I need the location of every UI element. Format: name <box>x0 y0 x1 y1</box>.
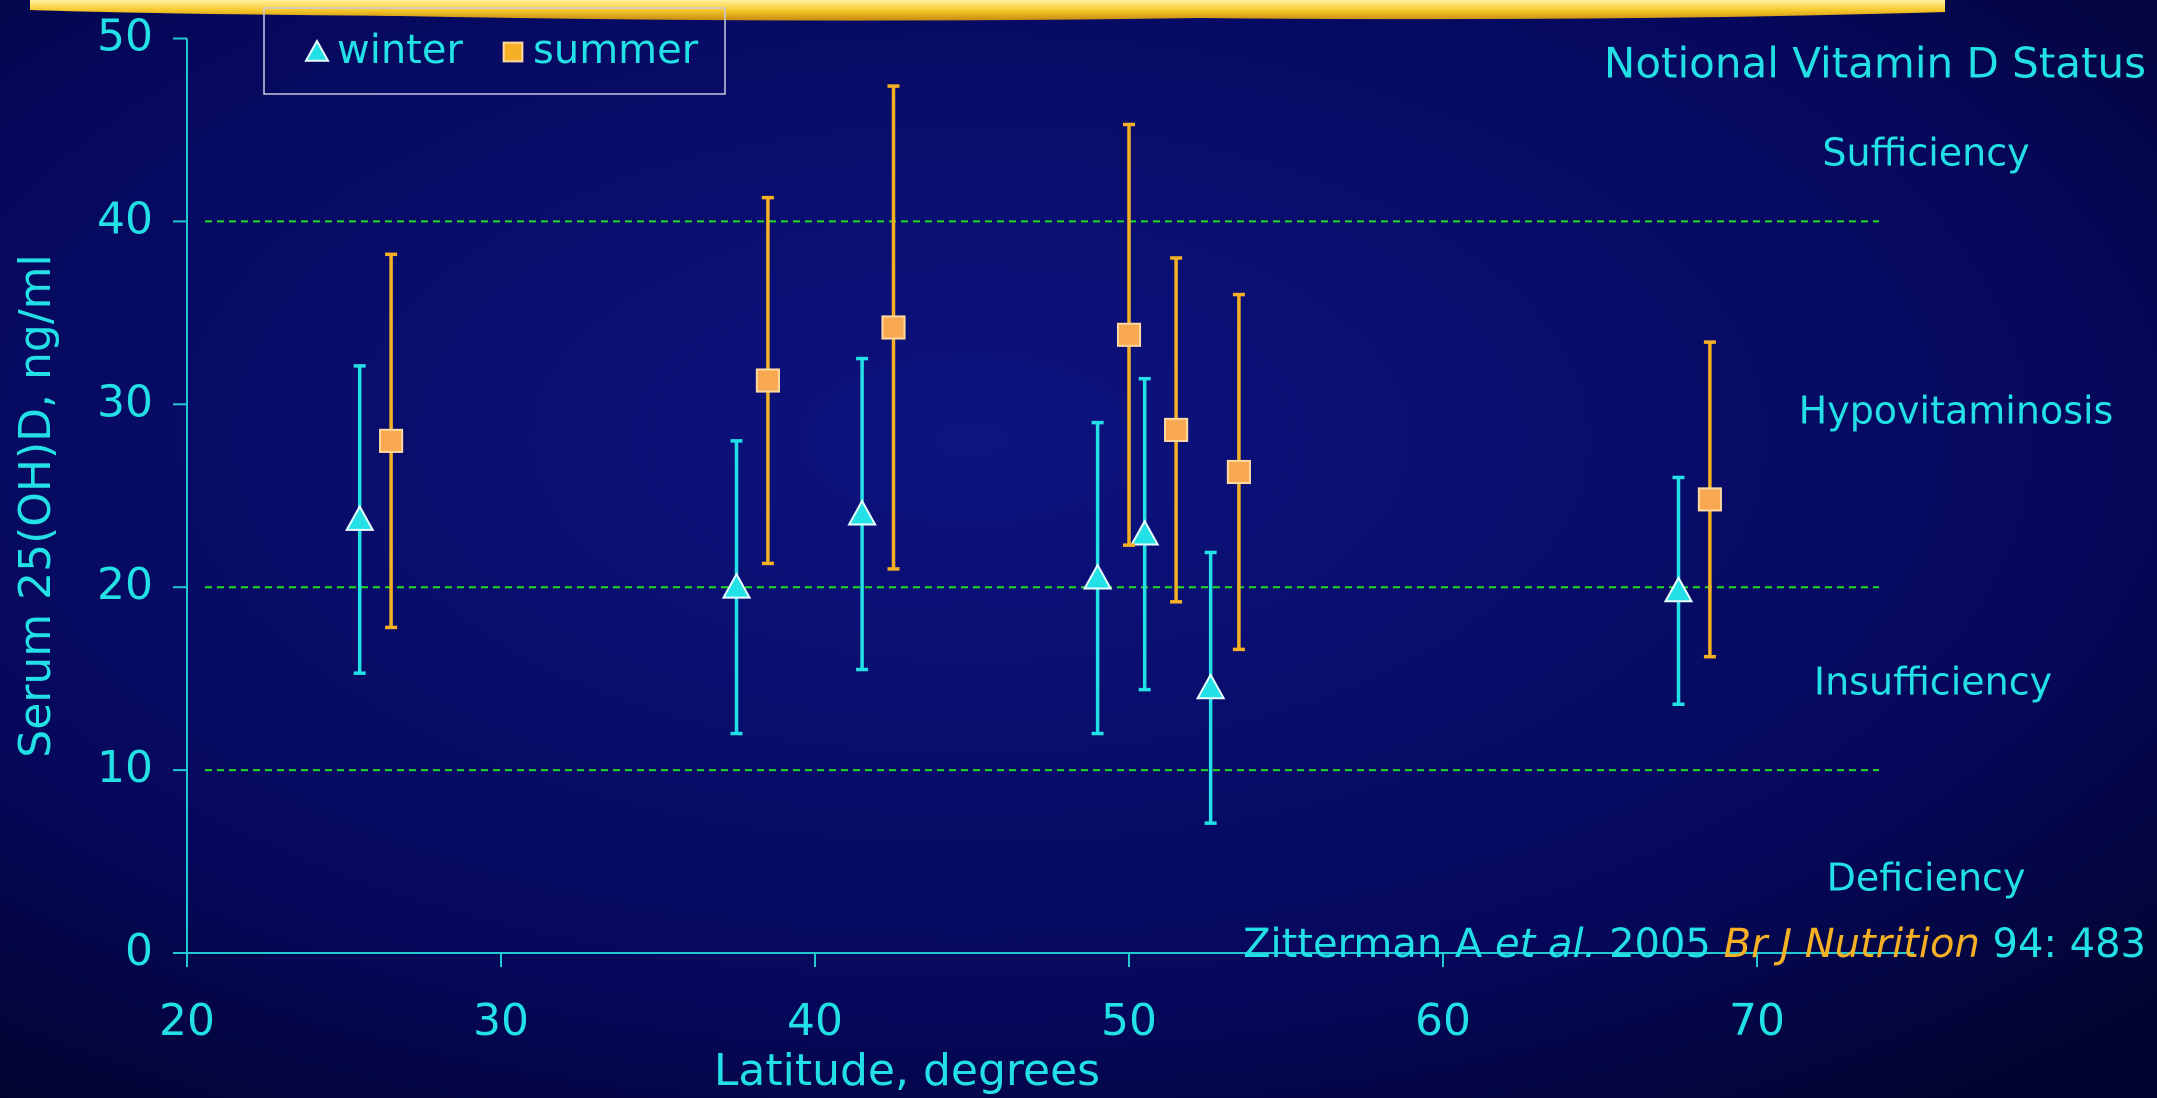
legend-marker <box>502 41 524 63</box>
point <box>1082 562 1113 590</box>
legend-box <box>263 7 726 95</box>
legend-label: summer <box>533 27 699 73</box>
point <box>755 368 780 393</box>
point <box>721 572 752 599</box>
x-tick-label: 20 <box>159 995 215 1046</box>
point <box>1663 575 1694 603</box>
x-tick-label: 50 <box>1101 995 1157 1046</box>
y-tick-label: 40 <box>97 193 153 244</box>
point <box>881 315 906 340</box>
y-tick-label: 10 <box>97 742 153 793</box>
point <box>1164 417 1189 442</box>
y-tick-label: 20 <box>97 559 153 610</box>
x-tick-label: 30 <box>473 995 529 1046</box>
point <box>1195 672 1226 700</box>
decorative-brush <box>30 0 1945 21</box>
point <box>847 498 877 526</box>
x-axis-label: Latitude, degrees <box>714 1045 1100 1096</box>
annotation: Deficiency <box>1827 856 2026 900</box>
x-tick-label: 40 <box>787 995 843 1046</box>
point <box>1130 519 1160 546</box>
point <box>1697 487 1722 512</box>
legend-label: winter <box>337 27 463 73</box>
citation-part: 94: 483 <box>1980 921 2146 967</box>
y-tick-label: 30 <box>97 376 153 427</box>
annotation: Sufficiency <box>1822 131 2029 175</box>
point <box>1226 459 1251 485</box>
citation: Zitterman A et al. 2005 Br J Nutrition 9… <box>1243 921 2146 967</box>
x-tick-label: 70 <box>1729 995 1785 1046</box>
citation-part: et al. <box>1495 921 1596 967</box>
legend-marker <box>304 38 330 62</box>
citation-part: 2005 <box>1596 921 1723 967</box>
y-tick-label: 50 <box>97 11 153 62</box>
annotation: Hypovitaminosis <box>1799 389 2114 433</box>
citation-part: Zitterman A <box>1243 921 1495 967</box>
annotation: Insufficiency <box>1814 660 2052 704</box>
citation-part: Br J Nutrition <box>1724 921 1980 967</box>
point <box>379 428 404 453</box>
y-tick-label: 0 <box>125 925 153 976</box>
annotation-title: Notional Vitamin D Status <box>1604 39 2146 88</box>
y-axis-label: Serum 25(OH)D, ng/ml <box>10 254 61 757</box>
x-tick-label: 60 <box>1415 995 1471 1046</box>
point <box>345 504 375 531</box>
point <box>1116 322 1142 347</box>
